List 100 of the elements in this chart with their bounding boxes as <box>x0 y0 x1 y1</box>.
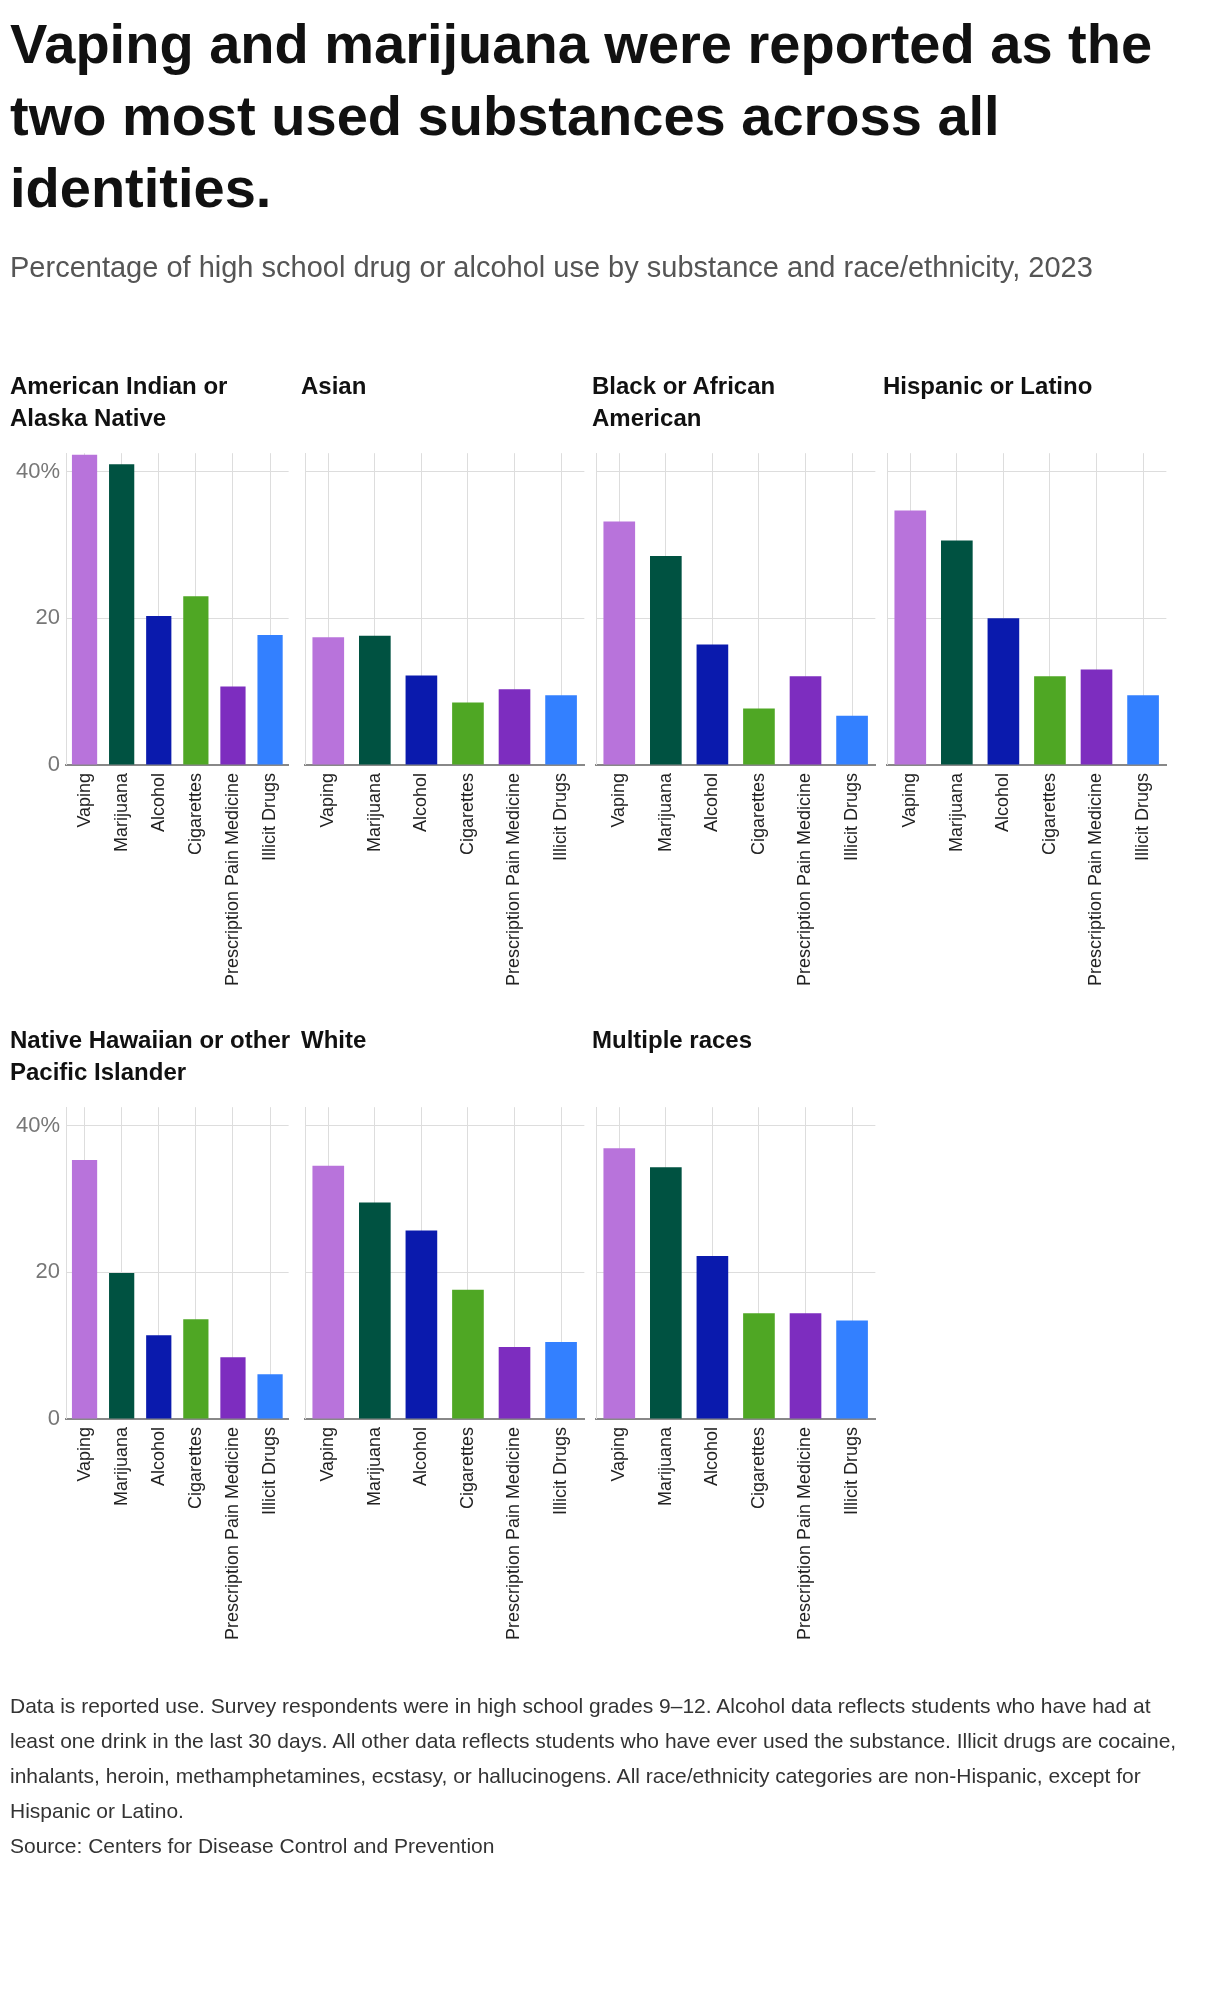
bar <box>257 1374 283 1419</box>
bar <box>545 1341 577 1419</box>
bar <box>71 454 98 765</box>
x-tick-label: Cigarettes <box>747 1426 768 1509</box>
x-tick-label: Vaping <box>608 772 629 828</box>
x-tick-label: Illicit Drugs <box>841 772 862 861</box>
x-tick-label: Vaping <box>317 772 338 828</box>
x-tick-label: Vaping <box>73 772 94 828</box>
bar <box>71 1160 98 1419</box>
x-tick-label: Alcohol <box>147 772 168 832</box>
x-tick-label: Illicit Drugs <box>259 1426 280 1515</box>
bar <box>109 1272 135 1419</box>
bar <box>743 1313 775 1419</box>
x-tick-label: Alcohol <box>992 772 1013 832</box>
x-tick-label: Illicit Drugs <box>841 1426 862 1515</box>
bar <box>894 510 927 765</box>
bar <box>696 1256 729 1419</box>
chart-title: Hispanic or Latino <box>883 371 1094 401</box>
bar <box>359 635 391 765</box>
x-tick-label: Marijuana <box>363 1425 384 1506</box>
bar <box>1080 669 1113 765</box>
bar <box>789 1313 822 1419</box>
x-tick-label: Illicit Drugs <box>259 772 280 861</box>
x-tick-label: Alcohol <box>701 1426 722 1486</box>
x-tick-label: Prescription Pain Medicine <box>503 1426 524 1641</box>
bar <box>220 686 246 765</box>
bar <box>1034 676 1066 765</box>
x-tick-label: Prescription Pain Medicine <box>1085 772 1106 987</box>
x-tick-label: Prescription Pain Medicine <box>794 772 815 987</box>
text: Vaping and marijuana were reported as the two most used substances across all identities. <box>10 11 1154 221</box>
bar <box>257 635 283 765</box>
y-tick-label: 20 <box>35 1258 60 1284</box>
x-tick-label: Cigarettes <box>747 772 768 855</box>
bar <box>498 689 531 765</box>
x-tick-label: Alcohol <box>410 1426 431 1486</box>
x-tick-label: Prescription Pain Medicine <box>503 772 524 987</box>
bar <box>312 637 345 765</box>
bar <box>452 1289 484 1419</box>
x-tick-label: Marijuana <box>654 1425 675 1506</box>
x-tick-label: Prescription Pain Medicine <box>794 1426 815 1641</box>
x-tick-label: Illicit Drugs <box>550 1426 571 1515</box>
bar <box>183 596 209 765</box>
bar <box>941 540 973 765</box>
x-tick-label: Vaping <box>608 1426 629 1482</box>
bar <box>987 618 1020 765</box>
x-tick-label: Cigarettes <box>184 1426 205 1509</box>
x-tick-label: Marijuana <box>363 771 384 852</box>
bar <box>743 708 775 765</box>
chart-title: White <box>301 1025 368 1055</box>
x-tick-label: Illicit Drugs <box>1132 772 1153 861</box>
x-tick-label: Alcohol <box>410 772 431 832</box>
y-tick-label: 20 <box>35 604 60 630</box>
x-tick-label: Prescription Pain Medicine <box>221 772 242 987</box>
chart-title: Native Hawaiian or other Pacific Islander <box>10 1025 292 1087</box>
x-tick-label: Vaping <box>73 1426 94 1482</box>
x-tick-label: Cigarettes <box>456 1426 477 1509</box>
x-tick-label: Marijuana <box>110 1425 131 1506</box>
bar <box>146 616 172 765</box>
x-tick-label: Cigarettes <box>1038 772 1059 855</box>
x-tick-label: Alcohol <box>147 1426 168 1486</box>
text: Percentage of high school drug or alcohol use by substance and race/ethnicity, 2023 <box>10 250 1094 285</box>
chart-title: Black or African American <box>592 371 777 433</box>
bar <box>650 1167 682 1419</box>
bar <box>836 715 868 765</box>
bar <box>452 702 484 765</box>
x-tick-label: Marijuana <box>110 771 131 852</box>
chart-title: American Indian or Alaska Native <box>10 371 229 433</box>
x-tick-label: Marijuana <box>654 771 675 852</box>
x-tick-label: Cigarettes <box>184 772 205 855</box>
bar <box>789 676 822 765</box>
bar <box>220 1357 246 1419</box>
bar <box>359 1202 391 1419</box>
bar <box>603 521 636 765</box>
x-tick-label: Illicit Drugs <box>550 772 571 861</box>
x-tick-label: Vaping <box>317 1426 338 1482</box>
x-tick-label: Prescription Pain Medicine <box>221 1426 242 1641</box>
chart-title: Asian <box>301 371 368 401</box>
x-tick-label: Alcohol <box>701 772 722 832</box>
bar <box>146 1335 172 1419</box>
bar <box>405 1230 438 1419</box>
bar <box>183 1319 209 1419</box>
y-tick-label: 0 <box>47 750 60 776</box>
bar <box>405 675 438 765</box>
bar <box>312 1165 345 1419</box>
bar <box>498 1347 531 1419</box>
text: Data is reported use. Survey respondents were in high school grades 9–12. Alcohol data reflects students who have had at least one drink in the last 30 days. All other data reflects students who have ever used the substance. Illicit drugs are cocaine, inhalants, heroin, methamphetamines, ecstasy, or hallucinogens. All race/ethnicity categories are non-Hispanic, except for Hispanic or Latino. <box>10 1693 1178 1824</box>
bar <box>109 464 135 765</box>
chart-title: Multiple races <box>592 1025 754 1055</box>
bar <box>545 695 577 765</box>
bar <box>650 555 682 765</box>
x-tick-label: Marijuana <box>945 771 966 852</box>
y-tick-label: 40% <box>15 1111 60 1137</box>
x-tick-label: Cigarettes <box>456 772 477 855</box>
bar <box>836 1320 868 1419</box>
y-tick-label: 0 <box>47 1404 60 1430</box>
x-tick-label: Vaping <box>899 772 920 828</box>
bar <box>603 1148 636 1419</box>
y-tick-label: 40% <box>15 457 60 483</box>
source-note: Source: Centers for Disease Control and Prevention <box>10 1833 496 1859</box>
bar <box>696 644 729 765</box>
